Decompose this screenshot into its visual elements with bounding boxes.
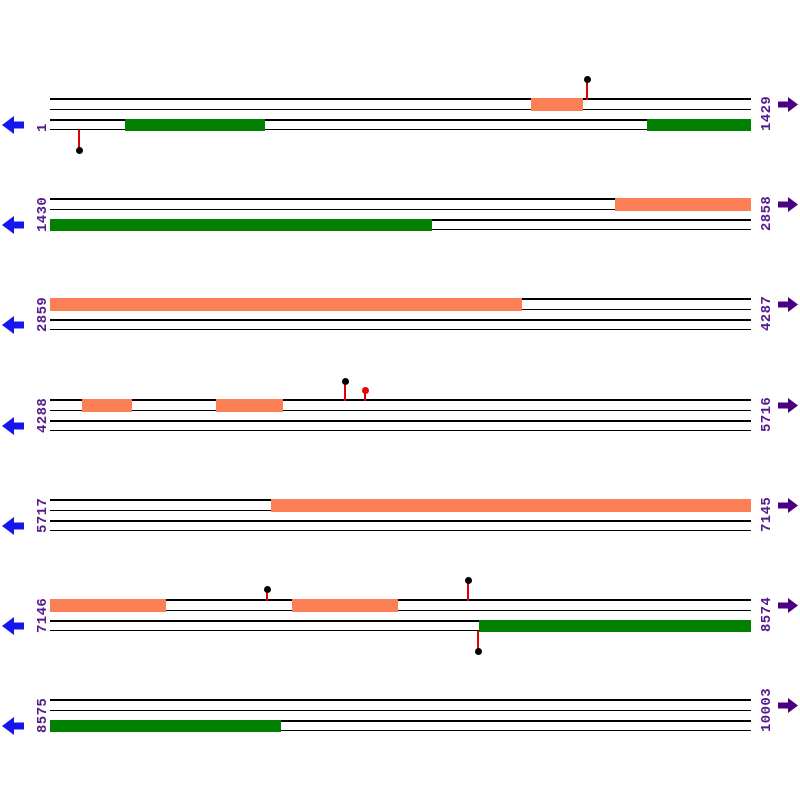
left-arrow-icon: [2, 416, 24, 435]
row-end-coordinate: 10003: [759, 687, 775, 732]
strand-line-3: [50, 319, 751, 321]
right-arrow-icon: [778, 397, 798, 413]
left-arrow-icon: [2, 315, 24, 334]
marker-stem: [266, 591, 268, 601]
gene-box-reverse: [479, 620, 751, 632]
strand-line-1: [50, 599, 751, 601]
gene-box-reverse: [125, 119, 265, 131]
right-arrow-icon: [778, 597, 798, 613]
gene-box-forward: [50, 298, 522, 311]
row-start-coordinate: 4288: [35, 397, 51, 433]
left-arrow-icon: [2, 616, 24, 635]
marker-dot-black: [583, 75, 591, 83]
gene-box-forward: [531, 98, 583, 111]
row-end-coordinate: 2858: [759, 195, 775, 231]
right-arrow-icon: [778, 196, 798, 212]
left-arrow-icon: [2, 516, 24, 535]
row-start-coordinate: 1: [35, 123, 51, 132]
gene-box-forward: [615, 198, 751, 211]
gene-box-forward: [271, 499, 751, 512]
gene-box-reverse: [647, 119, 751, 131]
strand-line-3: [50, 119, 751, 121]
row-start-coordinate: 5717: [35, 497, 51, 533]
strand-line-2: [50, 709, 751, 712]
row-end-coordinate: 8574: [759, 596, 775, 632]
strand-line-4: [50, 429, 751, 432]
strand-line-3: [50, 420, 751, 422]
row-start-coordinate: 2859: [35, 296, 51, 332]
strand-line-1: [50, 399, 751, 401]
row-end-coordinate: 7145: [759, 496, 775, 532]
row-end-coordinate: 4287: [759, 295, 775, 331]
marker-dot-black: [341, 377, 349, 385]
strand-line-4: [50, 128, 751, 131]
row-start-coordinate: 8575: [35, 697, 51, 733]
marker-dot-black: [75, 146, 83, 154]
row-end-coordinate: 5716: [759, 396, 775, 432]
strand-line-2: [50, 108, 751, 111]
gene-box-forward: [216, 399, 283, 412]
marker-stem: [364, 392, 366, 401]
strand-line-1: [50, 699, 751, 701]
row-end-coordinate: 1429: [759, 95, 775, 131]
right-arrow-icon: [778, 697, 798, 713]
strand-line-1: [50, 198, 751, 200]
marker-dot-black: [474, 647, 482, 655]
marker-dot-black: [263, 585, 271, 593]
strand-line-2: [50, 609, 751, 612]
row-start-coordinate: 7146: [35, 597, 51, 633]
left-arrow-icon: [2, 215, 24, 234]
right-arrow-icon: [778, 497, 798, 513]
marker-stem: [78, 129, 80, 148]
left-arrow-icon: [2, 716, 24, 735]
gene-box-forward: [50, 599, 166, 612]
marker-dot-black: [464, 576, 472, 584]
gene-box-reverse: [50, 219, 432, 231]
strand-line-4: [50, 529, 751, 532]
right-arrow-icon: [778, 96, 798, 112]
gene-box-forward: [82, 399, 132, 412]
marker-stem: [467, 582, 469, 601]
marker-dot-red: [361, 386, 369, 394]
strand-line-1: [50, 98, 751, 100]
strand-line-3: [50, 520, 751, 522]
marker-stem: [477, 630, 479, 649]
strand-line-4: [50, 328, 751, 331]
gene-box-forward: [292, 599, 398, 612]
right-arrow-icon: [778, 296, 798, 312]
row-start-coordinate: 1430: [35, 196, 51, 232]
marker-stem: [586, 81, 588, 100]
strand-line-4: [50, 729, 751, 732]
strand-line-3: [50, 720, 751, 722]
left-arrow-icon: [2, 115, 24, 134]
strand-line-2: [50, 409, 751, 412]
gene-box-reverse: [50, 720, 281, 732]
strand-line-3: [50, 620, 751, 622]
marker-stem: [344, 383, 346, 401]
strand-line-2: [50, 208, 751, 211]
strand-line-4: [50, 629, 751, 632]
